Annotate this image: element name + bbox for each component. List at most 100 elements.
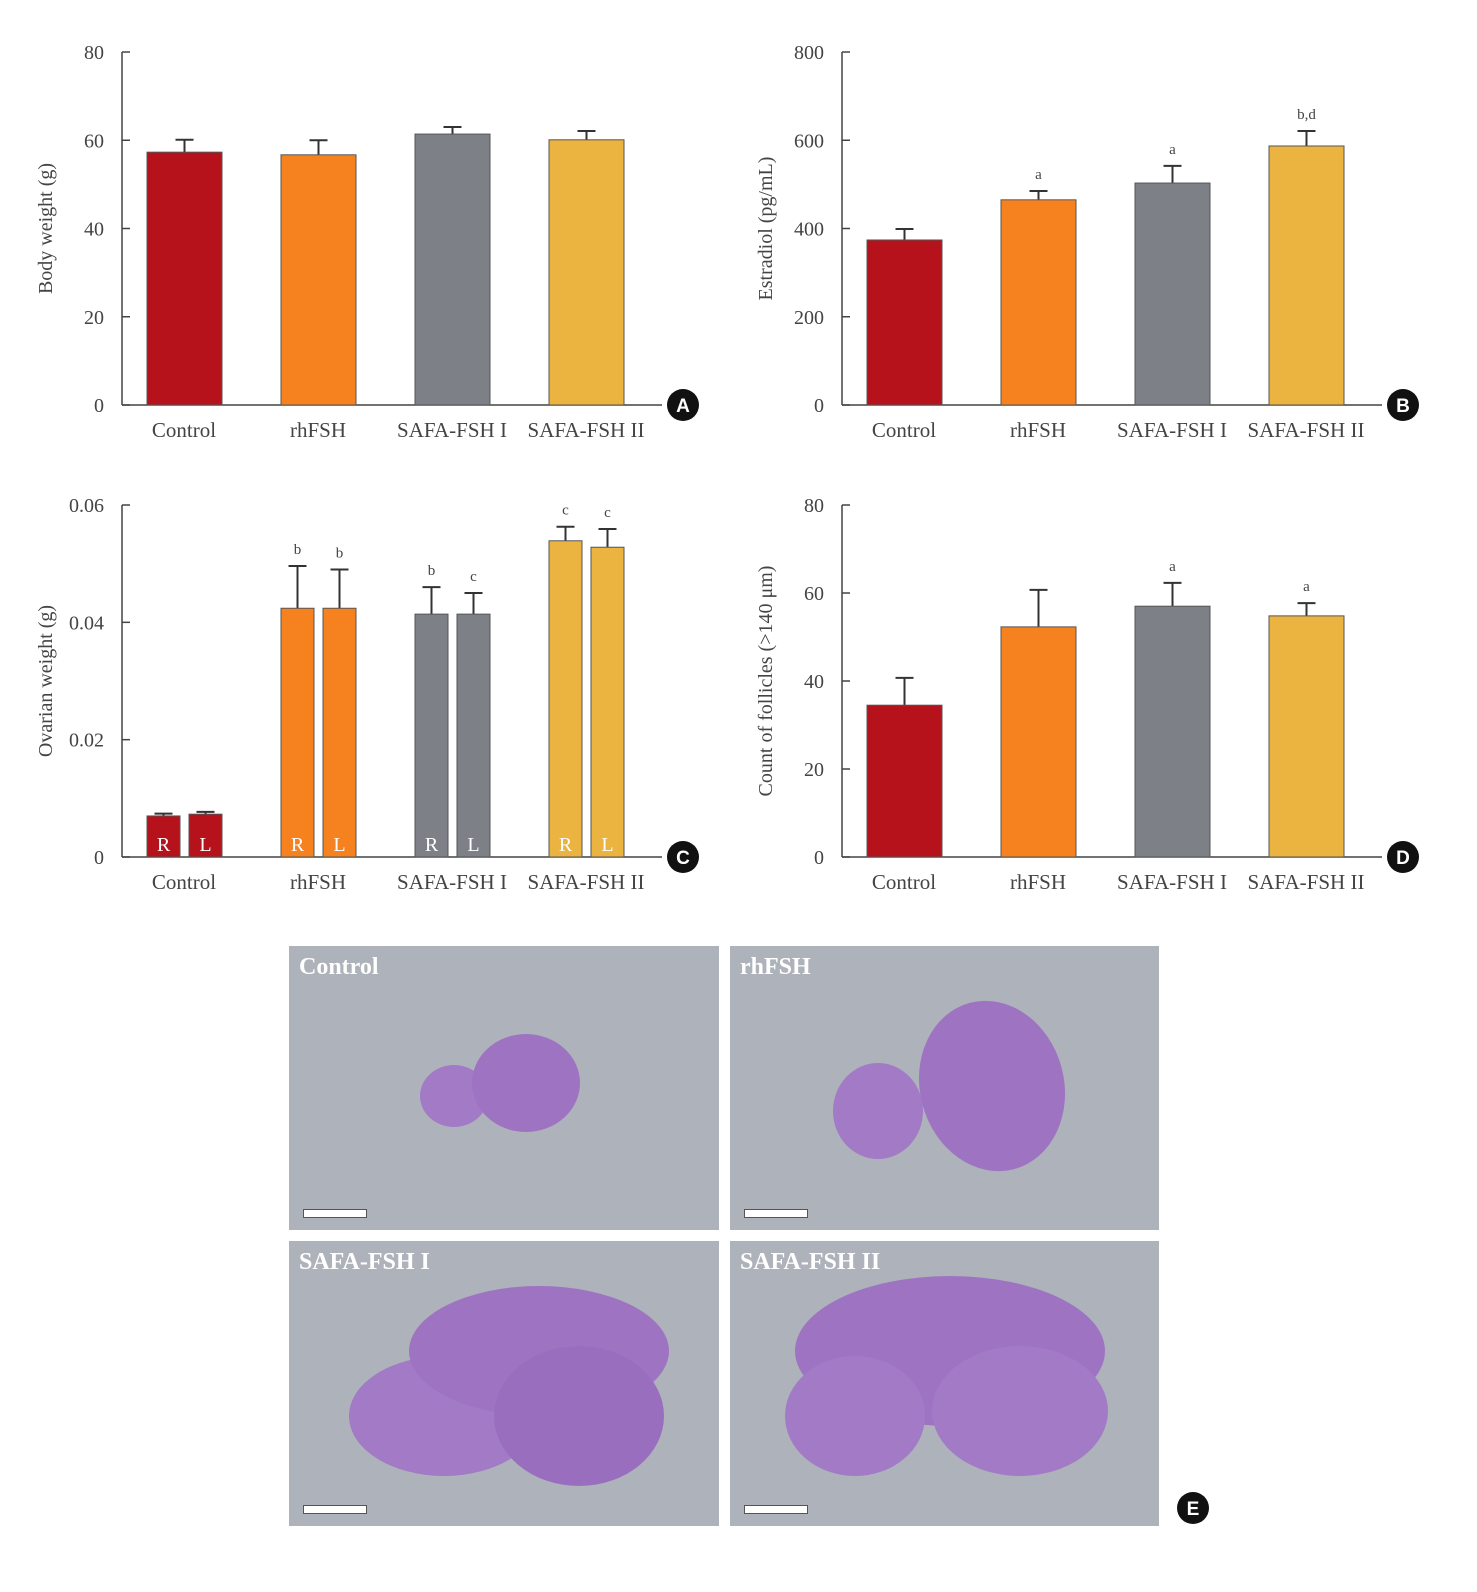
bar [1268, 615, 1345, 858]
image-title: SAFA-FSH II [740, 1249, 881, 1275]
bar [1134, 605, 1211, 858]
scale-bar [744, 1209, 808, 1218]
y-tick-label: 80 [804, 495, 824, 517]
y-tick-label: 0 [94, 395, 104, 417]
histology-safa-fsh-1: SAFA-FSH I [289, 1241, 719, 1526]
image-title: rhFSH [740, 954, 811, 980]
x-tick-label: Control [872, 870, 936, 894]
significance-label: c [470, 569, 477, 585]
y-tick-label: 0.02 [69, 730, 104, 752]
y-tick-label: 400 [794, 219, 824, 241]
panel-label-e: E [1177, 1492, 1209, 1524]
bar-series-label: R [291, 834, 305, 856]
y-tick-label: 800 [794, 42, 824, 64]
significance-label: a [1035, 167, 1042, 183]
y-tick-label: 40 [804, 671, 824, 693]
x-tick-label: SAFA-FSH I [1117, 418, 1227, 442]
bar [146, 151, 223, 406]
bar-series-label: R [425, 834, 439, 856]
bar [188, 813, 223, 858]
bar-series-label: L [467, 834, 479, 856]
ovary-section-image [420, 1034, 580, 1132]
y-tick-label: 200 [794, 307, 824, 329]
x-tick-label: SAFA-FSH I [397, 870, 507, 894]
bar [280, 154, 357, 406]
bar-series-label: L [601, 834, 613, 856]
charts-figure: 0 20 40 60 80 Body weight (g) Control rhFSH SAFA… [35, 42, 1419, 894]
bar [866, 239, 943, 406]
x-tick-label: Control [152, 418, 216, 442]
y-tick-label: 80 [84, 42, 104, 64]
panel-label-circle [1387, 841, 1419, 873]
panel-label-c: C [676, 848, 690, 869]
histology-safa-fsh-2: SAFA-FSH II [730, 1241, 1159, 1526]
bar [866, 704, 943, 858]
scale-bar [744, 1505, 808, 1514]
x-tick-label: SAFA-FSH II [528, 418, 645, 442]
y-tick-label: 40 [84, 219, 104, 241]
significance-label: b [294, 542, 302, 558]
bar [1000, 199, 1077, 406]
y-tick-label: 20 [804, 759, 824, 781]
panel-label-d: D [1396, 848, 1410, 869]
bar-series-label: R [157, 834, 171, 856]
scale-bar [303, 1209, 367, 1218]
x-tick-label: rhFSH [1010, 418, 1066, 442]
x-tick-label: SAFA-FSH II [1248, 870, 1365, 894]
significance-label: b [336, 546, 344, 562]
bar [1134, 182, 1211, 406]
histology-control: Control [289, 946, 719, 1230]
panel-label-a: A [676, 396, 690, 417]
bar [414, 133, 491, 406]
bar [590, 546, 625, 858]
y-axis-label: Estradiol (pg/mL) [755, 157, 777, 301]
histology-rhfsh: rhFSH [730, 946, 1159, 1230]
significance-label: c [604, 505, 611, 521]
bar [1000, 626, 1077, 858]
bar-series-label: L [199, 834, 211, 856]
bar [456, 613, 491, 858]
bar [414, 613, 449, 858]
image-title: SAFA-FSH I [299, 1249, 430, 1275]
x-tick-label: rhFSH [1010, 870, 1066, 894]
y-axis-label: Ovarian weight (g) [35, 605, 57, 757]
panel-label-circle [667, 389, 699, 421]
x-tick-label: SAFA-FSH I [397, 418, 507, 442]
bar [280, 607, 315, 858]
y-tick-label: 600 [794, 130, 824, 152]
y-tick-label: 20 [84, 307, 104, 329]
panel-label-circle [667, 841, 699, 873]
scale-bar [303, 1505, 367, 1514]
significance-label: a [1303, 579, 1310, 595]
x-tick-label: rhFSH [290, 418, 346, 442]
y-tick-label: 0.04 [69, 612, 104, 634]
y-tick-label: 0 [814, 847, 824, 869]
ovary-section-image [785, 1276, 1108, 1476]
y-tick-label: 0.06 [69, 495, 104, 517]
ovary-section-image [833, 1000, 1066, 1172]
significance-label: a [1169, 559, 1176, 575]
bar [146, 815, 181, 858]
x-tick-label: SAFA-FSH II [528, 870, 645, 894]
significance-label: b [428, 563, 436, 579]
x-tick-label: SAFA-FSH I [1117, 870, 1227, 894]
image-title: Control [299, 954, 379, 980]
ovary-section-image [349, 1286, 669, 1486]
y-tick-label: 60 [804, 583, 824, 605]
y-tick-label: 0 [814, 395, 824, 417]
bar-series-label: L [333, 834, 345, 856]
bar [548, 139, 625, 406]
panel-label-circle [1387, 389, 1419, 421]
y-axis-label: Count of follicles (>140 μm) [755, 566, 777, 797]
significance-label: c [562, 503, 569, 519]
x-tick-label: Control [872, 418, 936, 442]
y-tick-label: 60 [84, 130, 104, 152]
bar [548, 540, 583, 858]
svg-text:E: E [1187, 1499, 1200, 1520]
x-tick-label: Control [152, 870, 216, 894]
significance-label: a [1169, 142, 1176, 158]
x-tick-label: rhFSH [290, 870, 346, 894]
y-axis-label: Body weight (g) [35, 163, 57, 294]
bar [322, 607, 357, 858]
y-tick-label: 0 [94, 847, 104, 869]
